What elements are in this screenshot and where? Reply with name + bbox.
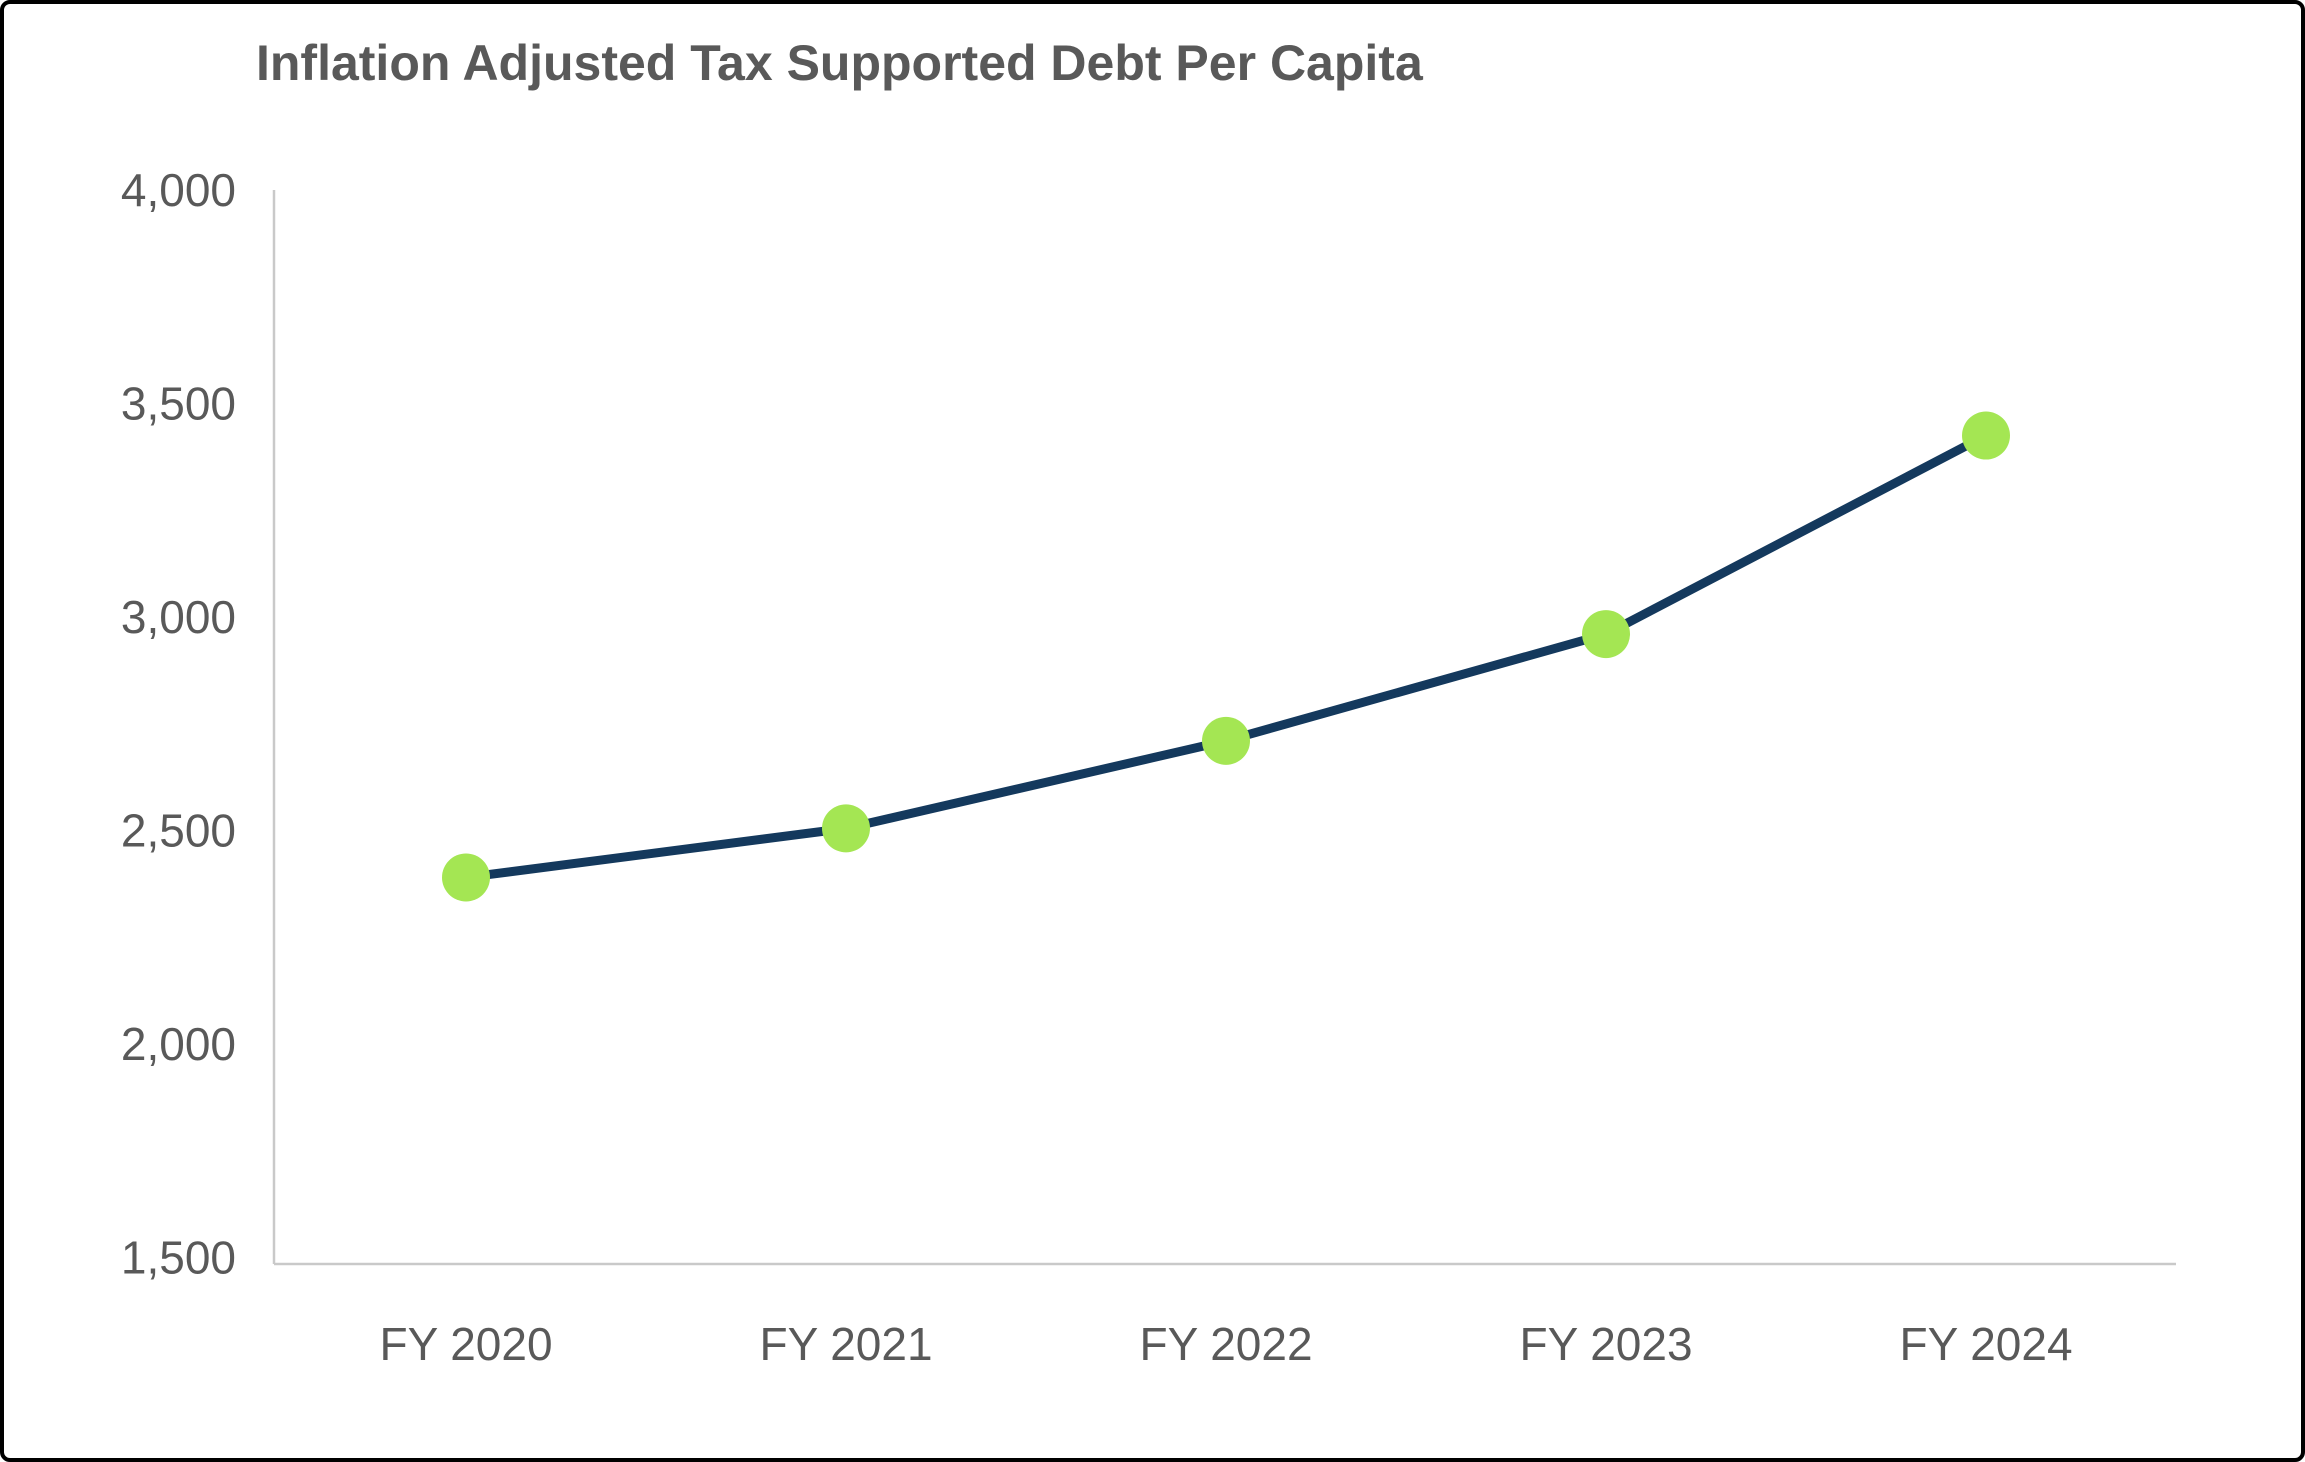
chart-title: Inflation Adjusted Tax Supported Debt Pe…	[256, 35, 1423, 91]
line-chart-canvas: 4,000 3,500 3,000 2,500 2,000 1,500 FY 2020 FY …	[121, 164, 2176, 1370]
y-tick-label: 2,500	[121, 805, 236, 857]
data-point-marker	[442, 853, 490, 902]
series-line	[461, 431, 1991, 882]
data-point-marker	[1962, 411, 2010, 460]
x-tick-label: FY 2023	[1519, 1318, 1692, 1370]
y-tick-label: 4,000	[121, 164, 236, 216]
x-tick-label: FY 2021	[759, 1318, 932, 1370]
y-tick-label: 3,500	[121, 378, 236, 430]
data-point-marker	[1582, 610, 1630, 659]
x-tick-label: FY 2022	[1139, 1318, 1312, 1370]
data-point-marker	[822, 804, 870, 853]
x-tick-label: FY 2024	[1899, 1318, 2072, 1370]
y-tick-label: 3,000	[121, 591, 236, 643]
x-tick-label: FY 2020	[379, 1318, 552, 1370]
data-point-marker	[1202, 716, 1250, 765]
y-tick-label: 1,500	[121, 1232, 236, 1284]
y-tick-label: 2,000	[121, 1018, 236, 1070]
